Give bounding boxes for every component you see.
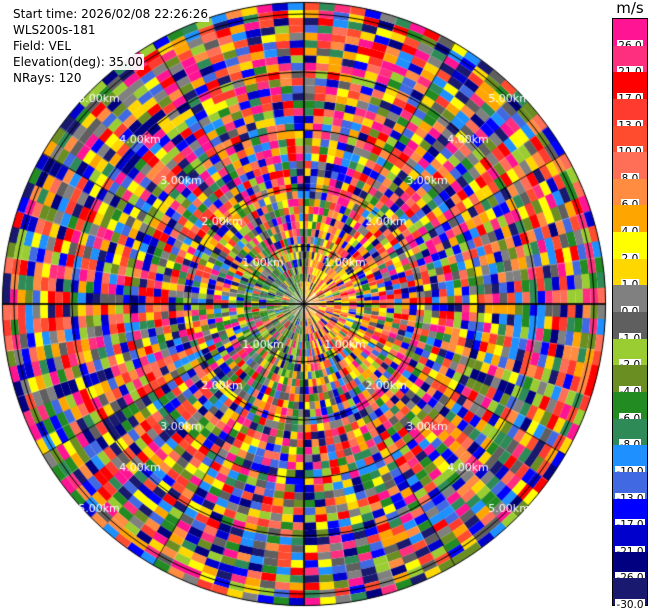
colorbar-segment: 6.0 <box>613 178 647 212</box>
colorbar-segment: 26.0 <box>613 19 647 52</box>
colorbar-unit: m/s <box>616 0 644 17</box>
colorbar-segment: -4.0 <box>613 365 647 398</box>
colorbar-segment: -8.0 <box>613 418 647 452</box>
colorbar: 26.021.017.013.010.08.06.04.02.01.00.0-1… <box>612 18 648 612</box>
colorbar-segment: -6.0 <box>613 391 647 425</box>
colorbar-segment: 0.0 <box>613 285 647 319</box>
colorbar-segment: -17.0 <box>613 498 647 532</box>
colorbar-segment: -26.0 <box>613 551 647 585</box>
colorbar-tick-label: -30.0 <box>615 599 645 612</box>
elevation-label: Elevation(deg): 35.00 <box>12 54 144 70</box>
colorbar-segment: 8.0 <box>613 152 647 185</box>
colorbar-segment: 2.0 <box>613 232 647 265</box>
nrays-label: NRays: 120 <box>12 70 83 86</box>
colorbar-segment: -10.0 <box>613 445 647 478</box>
colorbar-segment: -30.0 <box>613 578 647 612</box>
field-label: Field: VEL <box>12 38 73 54</box>
colorbar-segment: -1.0 <box>613 312 647 345</box>
colorbar-segment: -2.0 <box>613 338 647 372</box>
colorbar-segment: 13.0 <box>613 98 647 132</box>
colorbar-segment: 1.0 <box>613 258 647 292</box>
colorbar-segment: 10.0 <box>613 125 647 159</box>
colorbar-segment: 4.0 <box>613 205 647 239</box>
ppi-velocity-plot <box>0 0 610 610</box>
start-time-label: Start time: 2026/02/08 22:26:26 <box>12 6 209 22</box>
colorbar-segment: 21.0 <box>613 45 647 79</box>
colorbar-segment: -21.0 <box>613 525 647 558</box>
header-info: Start time: 2026/02/08 22:26:26 WLS200s-… <box>12 6 209 86</box>
colorbar-segment: -13.0 <box>613 471 647 505</box>
colorbar-segment: 17.0 <box>613 72 647 105</box>
instrument-label: WLS200s-181 <box>12 22 97 38</box>
